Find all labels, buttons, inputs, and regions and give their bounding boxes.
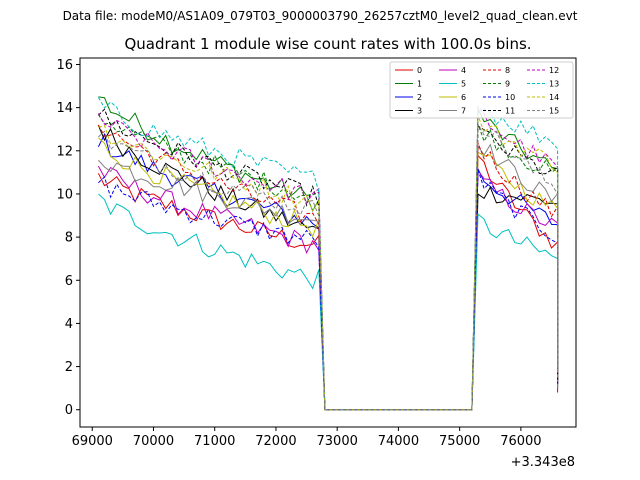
x-tick-label: 72000 [255,434,296,449]
legend-label-10: 10 [505,93,515,102]
legend-label-2: 2 [417,93,422,102]
legend-label-3: 3 [417,107,422,116]
legend-label-12: 12 [549,66,559,75]
y-tick-label: 10 [56,187,73,202]
series-layer [97,96,559,411]
series-line-5 [98,193,559,411]
plot-frame [79,57,577,428]
legend-label-13: 13 [549,80,559,89]
series-line-2 [97,132,559,411]
legend-label-4: 4 [461,66,466,75]
y-tick-label: 4 [65,317,73,332]
series-line-0 [97,154,559,411]
series-line-12 [97,105,559,411]
series-line-7 [98,143,559,411]
x-tick-label: 69000 [72,434,113,449]
legend-label-1: 1 [417,80,422,89]
legend-box [389,61,574,119]
legend-label-5: 5 [461,80,466,89]
legend-label-15: 15 [549,107,559,116]
chart-suptitle: Data file: modeM0/AS1A09_079T03_90000037… [63,9,578,23]
y-tick-label: 12 [56,144,73,159]
legend-label-6: 6 [461,93,466,102]
series-line-10 [98,169,559,411]
y-tick-label: 2 [65,360,73,375]
x-axis-offset-label: +3.343e8 [511,455,575,470]
legend-label-14: 14 [549,93,559,102]
y-tick-label: 6 [65,274,73,289]
x-tick-label: 70000 [133,434,174,449]
y-tick-label: 16 [56,58,73,73]
series-line-8 [97,124,559,411]
legend-label-9: 9 [505,80,510,89]
series-line-4 [97,165,559,411]
x-tick-label: 76000 [500,434,541,449]
series-line-14 [98,115,559,411]
legend-label-0: 0 [417,66,422,75]
chart-title: Quadrant 1 module wise count rates with … [124,35,531,53]
series-line-13 [97,97,559,411]
x-tick-label: 75000 [439,434,480,449]
series-line-9 [97,114,559,411]
axes-layer: 69000 70000 71000 72000 73000 74000 75000 76000… [56,58,541,449]
legend-label-8: 8 [505,66,510,75]
y-tick-label: 0 [65,403,73,418]
series-line-1 [98,96,559,411]
legend-label-7: 7 [461,107,466,116]
series-line-15 [98,122,559,411]
x-tick-label: 71000 [194,434,235,449]
y-tick-label: 8 [65,231,73,246]
series-line-11 [98,108,559,411]
x-tick-label: 73000 [317,434,358,449]
legend-label-11: 11 [505,107,515,116]
x-tick-label: 74000 [378,434,419,449]
y-tick-label: 14 [56,101,73,116]
